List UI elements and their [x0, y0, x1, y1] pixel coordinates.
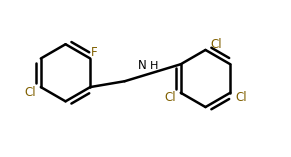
Text: H: H	[150, 61, 158, 71]
Text: Cl: Cl	[164, 91, 176, 104]
Text: Cl: Cl	[210, 38, 222, 51]
Text: Cl: Cl	[24, 86, 36, 99]
Text: F: F	[91, 46, 97, 59]
Text: N: N	[138, 59, 146, 72]
Text: Cl: Cl	[235, 91, 247, 104]
